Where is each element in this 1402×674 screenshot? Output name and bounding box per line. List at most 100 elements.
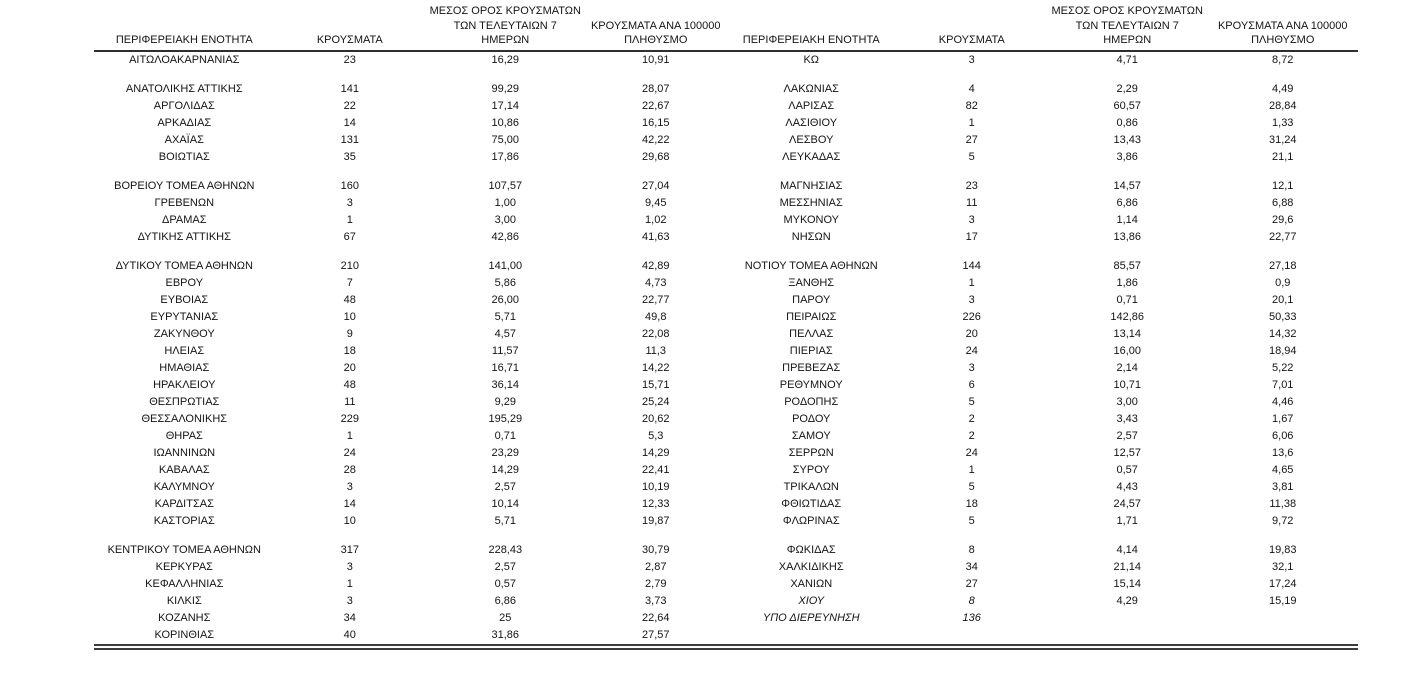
- left-avg7-cell: 2,57: [494, 480, 516, 493]
- right-avg7-cell: 12,57: [1113, 446, 1141, 459]
- table-row: ΙΩΑΝΝΙΝΩΝ 24 23,29 14,29 ΣΕΡΡΩΝ 24 12,57 13,6: [94, 445, 1358, 462]
- left-cases-cell: 48: [343, 293, 356, 306]
- left-per100k-cell: 41,63: [641, 230, 670, 243]
- right-cases-cell: 3: [968, 361, 975, 374]
- right-per100k-cell: 29,6: [1272, 213, 1294, 226]
- left-cases-cell: 28: [343, 463, 356, 476]
- left-region-cell: ΗΡΑΚΛΕΙΟΥ: [153, 378, 216, 391]
- left-avg7-cell: 17,86: [491, 150, 520, 163]
- left-cases-cell: 7: [346, 276, 353, 289]
- left-per100k-cell: 22,77: [641, 293, 670, 306]
- right-region-cell: ΠΙΕΡΙΑΣ: [789, 344, 833, 357]
- left-per100k-cell: 20,62: [641, 412, 670, 425]
- right-region-cell: ΠΕΙΡΑΙΩΣ: [786, 310, 837, 323]
- right-avg7-cell: 24,57: [1113, 497, 1141, 510]
- col-header-cases-right: ΚΡΟΥΣΜΑΤΑ: [896, 4, 1047, 52]
- right-cases-cell: 8: [968, 594, 975, 607]
- avg7-header-line2: ΤΩΝ ΤΕΛΕΥΤΑΙΩΝ 7: [453, 19, 557, 32]
- table-row: ΚΑΣΤΟΡΙΑΣ 10 5,71 19,87 ΦΛΩΡΙΝΑΣ 5 1,71 9,72: [94, 513, 1358, 530]
- right-region-cell: ΛΑΡΙΣΑΣ: [788, 99, 835, 112]
- table-row: ΑΧΑΪΑΣ 131 75,00 42,22 ΛΕΣΒΟΥ 27 13,43 31,24: [94, 132, 1358, 149]
- table-row: ΚΑΒΑΛΑΣ 28 14,29 22,41 ΣΥΡΟΥ 1 0,57 4,65: [94, 462, 1358, 479]
- left-cases-cell: 3: [346, 480, 353, 493]
- right-region-cell: ΤΡΙΚΑΛΩΝ: [783, 480, 839, 493]
- right-per100k-cell: 5,22: [1272, 361, 1294, 374]
- left-per100k-cell: 2,87: [645, 560, 667, 573]
- table-header: ΠΕΡΙΦΕΡΕΙΑΚΗ ΕΝΟΤΗΤΑ ΚΡΟΥΣΜΑΤΑ ΜΕΣΟΣ ΟΡΟ…: [94, 4, 1358, 52]
- left-region-cell: ΔΥΤΙΚΟΥ ΤΟΜΕΑ ΑΘΗΝΩΝ: [115, 259, 253, 272]
- table-row: ΚΙΛΚΙΣ 3 6,86 3,73 ΧΙΟΥ 8 4,29 15,19: [94, 593, 1358, 610]
- left-avg7-cell: 75,00: [491, 133, 520, 146]
- left-per100k-cell: 9,45: [645, 196, 667, 209]
- left-per100k-cell: 3,73: [645, 594, 667, 607]
- right-cases-cell: 1: [968, 276, 975, 289]
- avg7-header-line3: ΗΜΕΡΩΝ: [481, 34, 530, 46]
- right-avg7-cell: 2,14: [1116, 361, 1138, 374]
- left-cases-cell: 34: [343, 611, 356, 624]
- right-avg7-cell: 1,86: [1116, 276, 1138, 289]
- left-cases-cell: 1: [346, 213, 353, 226]
- left-cases-cell: 141: [340, 82, 359, 95]
- right-cases-cell: 1: [968, 116, 975, 129]
- left-avg7-cell: 10,14: [491, 497, 520, 510]
- left-cases-cell: 210: [340, 259, 359, 272]
- left-avg7-cell: 1,00: [494, 196, 516, 209]
- avg7-header-line1: ΜΕΣΟΣ ΟΡΟΣ ΚΡΟΥΣΜΑΤΩΝ: [429, 5, 581, 17]
- right-per100k-cell: 4,49: [1272, 82, 1294, 95]
- spacer-row: [94, 246, 1358, 258]
- right-per100k-cell: 17,24: [1268, 577, 1297, 590]
- left-per100k-cell: 22,41: [641, 463, 670, 476]
- left-avg7-cell: 99,29: [491, 82, 520, 95]
- right-per100k-cell: 3,81: [1272, 480, 1294, 493]
- right-avg7-cell: 10,71: [1113, 378, 1141, 391]
- right-cases-cell: 24: [965, 344, 978, 357]
- left-region-cell: ΚΑΛΥΜΝΟΥ: [153, 480, 215, 493]
- right-avg7-cell: 0,86: [1116, 116, 1138, 129]
- right-avg7-cell: 4,71: [1116, 53, 1138, 66]
- left-avg7-cell: 16,29: [491, 53, 520, 66]
- spacer-row: [94, 530, 1358, 542]
- left-cases-cell: 10: [343, 310, 356, 323]
- left-avg7-cell: 5,86: [494, 276, 516, 289]
- left-avg7-cell: 195,29: [488, 412, 523, 425]
- right-region-cell: ΛΕΥΚΑΔΑΣ: [782, 150, 841, 163]
- left-per100k-cell: 19,87: [641, 514, 670, 527]
- left-per100k-cell: 14,22: [641, 361, 670, 374]
- right-per100k-cell: 1,67: [1272, 412, 1294, 425]
- table-row: ΓΡΕΒΕΝΩΝ 3 1,00 9,45 ΜΕΣΣΗΝΙΑΣ 11 6,86 6,88: [94, 195, 1358, 212]
- left-region-cell: ΕΥΒΟΙΑΣ: [160, 293, 209, 306]
- avg7-header-line3: ΗΜΕΡΩΝ: [1103, 34, 1152, 46]
- right-per100k-cell: 32,1: [1272, 560, 1294, 573]
- left-avg7-cell: 4,57: [494, 327, 516, 340]
- right-avg7-cell: [1047, 627, 1208, 647]
- right-cases-cell: 27: [965, 133, 978, 146]
- left-region-cell: ΔΡΑΜΑΣ: [162, 213, 207, 226]
- left-avg7-cell: 26,00: [491, 293, 520, 306]
- right-region-cell: ΦΛΩΡΙΝΑΣ: [782, 514, 840, 527]
- right-avg7-cell: 3,43: [1116, 412, 1138, 425]
- left-per100k-cell: 16,15: [641, 116, 670, 129]
- header-row: ΠΕΡΙΦΕΡΕΙΑΚΗ ΕΝΟΤΗΤΑ ΚΡΟΥΣΜΑΤΑ ΜΕΣΟΣ ΟΡΟ…: [94, 4, 1358, 52]
- left-avg7-cell: 10,86: [491, 116, 520, 129]
- right-per100k-cell: 14,32: [1268, 327, 1297, 340]
- left-avg7-cell: 23,29: [491, 446, 520, 459]
- right-avg7-cell: 4,14: [1116, 543, 1138, 556]
- left-per100k-cell: 42,22: [641, 133, 670, 146]
- right-per100k-cell: 12,1: [1272, 179, 1294, 192]
- left-region-cell: ΚΑΣΤΟΡΙΑΣ: [153, 514, 215, 527]
- left-cases-cell: 1: [346, 577, 353, 590]
- left-cases-cell: 11: [344, 395, 356, 408]
- left-region-cell: ΔΥΤΙΚΗΣ ΑΤΤΙΚΗΣ: [137, 230, 231, 243]
- table-row: ΗΜΑΘΙΑΣ 20 16,71 14,22 ΠΡΕΒΕΖΑΣ 3 2,14 5,22: [94, 360, 1358, 377]
- table-row: ΔΥΤΙΚΗΣ ΑΤΤΙΚΗΣ 67 42,86 41,63 ΝΗΣΩΝ 17 13,86 2…: [94, 229, 1358, 246]
- left-avg7-cell: 42,86: [491, 230, 520, 243]
- right-per100k-cell: 19,83: [1268, 543, 1297, 556]
- left-per100k-cell: 22,67: [641, 99, 670, 112]
- left-per100k-cell: 4,73: [645, 276, 667, 289]
- right-per100k-cell: 11,38: [1269, 497, 1297, 510]
- table-row: ΚΟΡΙΝΘΙΑΣ 40 31,86 27,57: [94, 627, 1358, 647]
- left-avg7-cell: 25: [499, 611, 512, 624]
- left-region-cell: ΚΟΖΑΝΗΣ: [158, 611, 211, 624]
- right-avg7-cell: 6,86: [1116, 196, 1138, 209]
- right-cases-cell: 82: [965, 99, 978, 112]
